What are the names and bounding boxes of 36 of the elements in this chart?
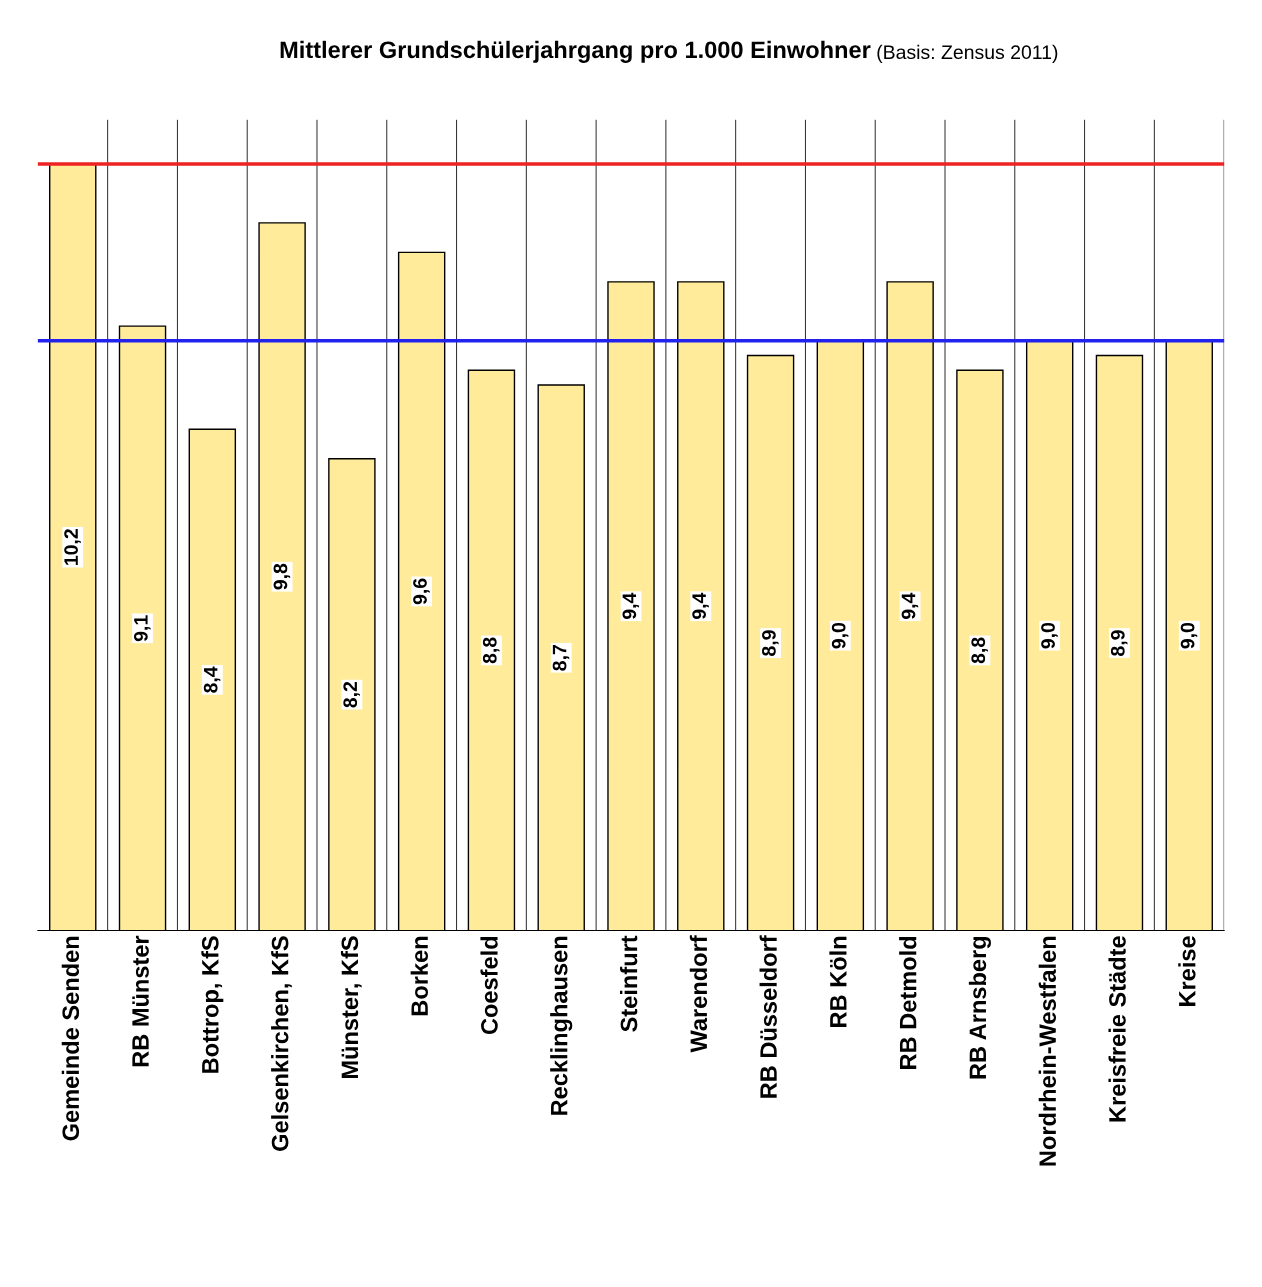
data-label: 8,9	[762, 630, 779, 656]
data-label: 8,8	[482, 637, 500, 664]
x-tick-label: Coesfeld	[480, 936, 498, 1035]
data-label: 9,4	[901, 592, 919, 620]
data-label: 9,0	[831, 622, 849, 649]
x-tick-label: RB Detmold	[899, 936, 917, 1069]
data-label: 9,0	[1180, 622, 1198, 649]
x-tick-label: RB Münster	[132, 935, 149, 1067]
data-label: 8,8	[971, 637, 988, 664]
x-tick-label: RB Düsseldorf	[759, 935, 777, 1098]
data-label: 8,4	[203, 666, 221, 693]
x-tick-label: Recklinghausen	[550, 936, 573, 1115]
data-label: 9,4	[692, 592, 709, 620]
x-tick-label: Münster, KfS	[340, 936, 362, 1079]
x-tick-label: Borken	[410, 936, 428, 1016]
x-tick-label: Gelsenkirchen, KfS	[271, 936, 292, 1151]
data-label: 8,2	[343, 681, 360, 708]
data-label: 9,4	[622, 592, 640, 620]
chart-subtitle: (Basis: Zensus 2011)	[877, 44, 1058, 63]
x-tick-label: RB Arnsberg	[968, 936, 991, 1079]
x-tick-label: Gemeinde Senden	[61, 936, 80, 1141]
data-label: 9,8	[273, 563, 291, 590]
data-label: 9,0	[1041, 622, 1058, 649]
x-tick-label: Kreisfreie Städte	[1108, 936, 1126, 1122]
x-tick-label: Kreise	[1178, 936, 1196, 1006]
data-label: 9,1	[133, 615, 151, 642]
data-label: 8,7	[552, 645, 570, 671]
x-tick-label: RB Köln	[829, 936, 847, 1027]
data-label: 10,2	[64, 529, 81, 565]
data-label: 8,9	[1110, 630, 1128, 656]
data-label: 9,6	[413, 578, 430, 605]
x-tick-label: Nordrhein-Westfalen	[1038, 936, 1057, 1166]
x-tick-label: Warendorf	[689, 935, 708, 1053]
chart-title: Mittlerer Grundschülerjahrgang pro 1.000 Einwohner	[280, 40, 871, 63]
x-tick-label: Bottrop, KfS	[201, 936, 224, 1073]
x-tick-label: Steinfurt	[619, 935, 638, 1032]
